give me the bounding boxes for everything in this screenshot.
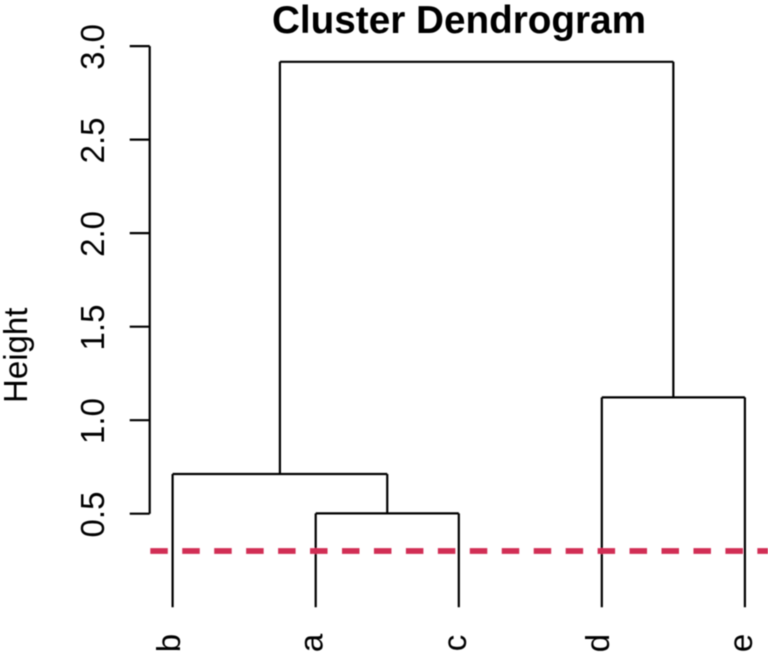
svg-text:1.0: 1.0	[74, 398, 111, 444]
svg-text:1.5: 1.5	[74, 305, 111, 351]
svg-text:e: e	[722, 634, 759, 652]
svg-text:b: b	[150, 634, 187, 652]
svg-text:2.0: 2.0	[74, 211, 111, 257]
svg-text:2.5: 2.5	[74, 117, 111, 163]
svg-text:Cluster Dendrogram: Cluster Dendrogram	[272, 0, 646, 42]
svg-text:Height: Height	[0, 308, 34, 403]
svg-text:3.0: 3.0	[74, 24, 111, 70]
svg-text:c: c	[436, 635, 473, 652]
svg-text:d: d	[579, 634, 616, 652]
svg-text:0.5: 0.5	[74, 492, 111, 538]
svg-text:a: a	[293, 633, 330, 652]
